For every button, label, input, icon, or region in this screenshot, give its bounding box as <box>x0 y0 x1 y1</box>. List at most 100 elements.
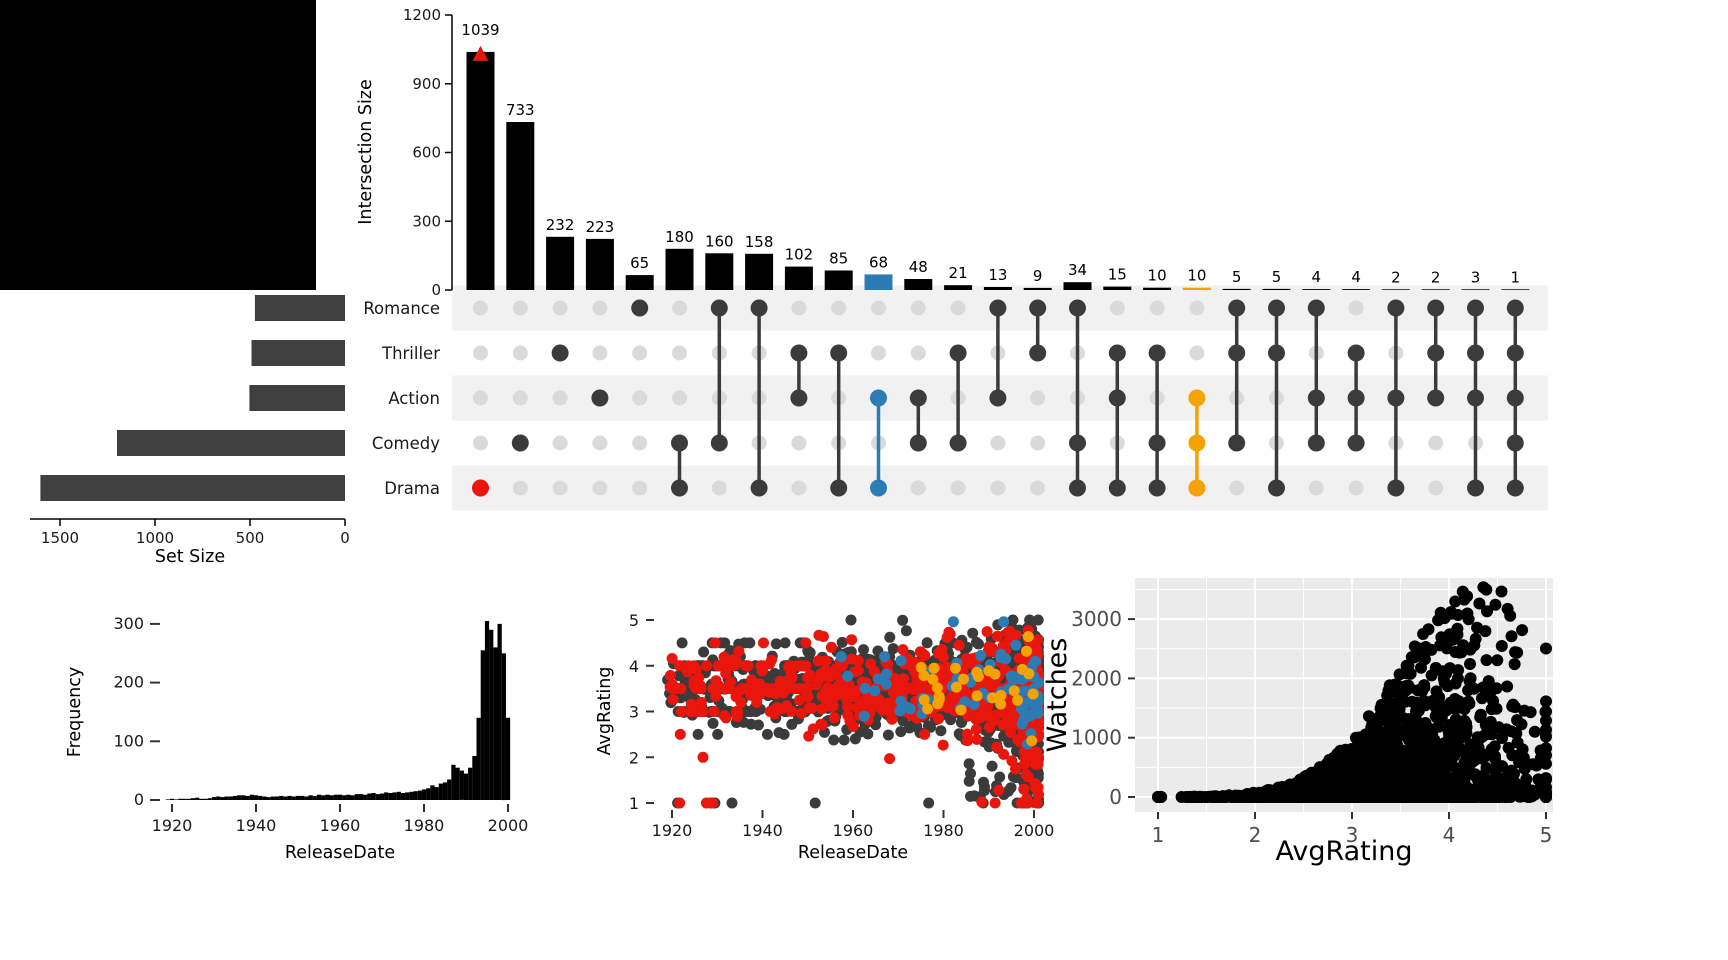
matrix-dot-inactive <box>672 300 687 316</box>
watches-by-avgrating-scatter: 1 2 3 4 5 0 1000 2000 3000 <box>1071 578 1553 847</box>
scatter1-y-tick-label: 1 <box>629 794 639 813</box>
matrix-dot-active <box>830 479 848 497</box>
intersection-value-label: 2 <box>1391 268 1401 286</box>
set-size-bar <box>249 385 345 411</box>
intersection-bar <box>585 238 614 290</box>
intersection-tick-label: 600 <box>412 144 441 162</box>
intersection-value-label: 13 <box>988 266 1007 284</box>
intersection-value-label: 102 <box>785 246 814 264</box>
intersection-value-label: 85 <box>829 250 848 268</box>
matrix-dot-active <box>631 299 649 317</box>
intersection-tick-label: 300 <box>412 212 441 230</box>
matrix-dot-inactive <box>791 435 807 451</box>
matrix-dot-active <box>870 389 887 407</box>
scatter1-x-tick-label: 2000 <box>1014 821 1055 840</box>
hist-x-tick-label: 1980 <box>404 816 445 835</box>
matrix-dot-active <box>472 479 489 497</box>
matrix-dot-active <box>1268 479 1285 497</box>
scatter1-x-tick-label: 1960 <box>833 821 874 840</box>
intersection-bar <box>546 236 575 290</box>
matrix-dot-inactive <box>552 300 568 316</box>
matrix-dot-active <box>1347 344 1365 362</box>
intersection-tick-label: 900 <box>412 75 441 93</box>
scatter1-x-tick-label: 1980 <box>923 821 964 840</box>
intersection-bar <box>1381 289 1410 290</box>
intersection-value-label: 160 <box>705 232 734 250</box>
matrix-dot-active <box>671 479 688 497</box>
matrix-dot-inactive <box>1189 300 1205 316</box>
matrix-dot-inactive <box>791 480 807 496</box>
matrix-dot-inactive <box>1428 480 1444 496</box>
hist-x-tick-label: 1920 <box>152 816 193 835</box>
matrix-dot-active <box>1029 344 1047 362</box>
intersection-bar <box>1103 286 1132 290</box>
intersection-value-label: 232 <box>546 216 575 234</box>
matrix-dot-inactive <box>950 480 966 496</box>
matrix-dot-active <box>1029 299 1047 317</box>
matrix-dot-inactive <box>592 435 608 451</box>
matrix-dot-active <box>949 434 967 452</box>
matrix-dot-active <box>1427 389 1445 407</box>
matrix-dot-inactive <box>473 345 488 361</box>
intersection-bar <box>983 287 1012 290</box>
matrix-dot-inactive <box>1109 300 1125 316</box>
scatter2-y-axis-label: Watches <box>1042 638 1073 753</box>
intersection-bar <box>1421 289 1450 290</box>
matrix-dot-active <box>1506 299 1524 317</box>
matrix-dot-inactive <box>512 345 528 361</box>
matrix-dot-inactive <box>871 300 886 316</box>
intersection-bar <box>1222 288 1251 290</box>
intersection-value-label: 5 <box>1272 268 1282 286</box>
matrix-dot-active <box>1268 344 1285 362</box>
matrix-dot-inactive <box>871 345 886 361</box>
hist-x-tick-label: 1940 <box>236 816 277 835</box>
intersection-bar <box>1302 289 1331 290</box>
matrix-dot-inactive <box>1030 480 1046 496</box>
avgrating-by-releasedate-scatter: 1 2 3 4 5 1920 1940 1960 1980 2000 <box>629 611 1055 840</box>
matrix-dot-active <box>511 434 529 452</box>
matrix-dot-inactive <box>592 480 608 496</box>
intersection-value-label: 21 <box>949 264 968 282</box>
intersection-bar <box>1143 287 1172 290</box>
set-size-bar <box>254 295 345 321</box>
matrix-dot-active <box>1108 389 1126 407</box>
matrix-dot-active <box>1506 389 1524 407</box>
intersection-value-label: 733 <box>506 101 535 119</box>
scatter1-y-tick-label: 2 <box>629 748 639 767</box>
scatter2-x-tick-label: 5 <box>1540 823 1553 847</box>
matrix-dot-inactive <box>1030 390 1046 406</box>
matrix-dot-active <box>1268 299 1285 317</box>
scatter2-x-tick-label: 2 <box>1249 823 1262 847</box>
matrix-dot-active <box>1427 299 1445 317</box>
matrix-dot-active <box>1108 479 1126 497</box>
scatter-points-action-drama-query <box>835 616 1044 750</box>
matrix-dot-inactive <box>632 345 648 361</box>
matrix-dot-inactive <box>1030 435 1046 451</box>
matrix-dot-active <box>1148 434 1166 452</box>
matrix-dot-inactive <box>512 390 528 406</box>
intersection-bar <box>625 275 654 290</box>
matrix-dot-active <box>989 389 1007 407</box>
intersection-bar <box>1023 287 1052 290</box>
matrix-dot-inactive <box>592 300 608 316</box>
matrix-dot-inactive <box>950 300 966 316</box>
matrix-dot-inactive <box>473 390 488 406</box>
matrix-dot-active <box>1467 479 1484 497</box>
intersection-value-label: 5 <box>1232 268 1242 286</box>
scatter2-y-tick-label: 3000 <box>1071 607 1122 631</box>
intersection-bar <box>1342 289 1371 290</box>
matrix-dot-inactive <box>1428 435 1444 451</box>
intersection-value-label: 1039 <box>461 21 499 39</box>
histogram-bars <box>165 621 511 801</box>
scatter2-x-tick-label: 3 <box>1346 823 1359 847</box>
matrix-dot-inactive <box>910 345 926 361</box>
set-size-axis-label: Set Size <box>155 547 225 567</box>
set-size-tick-label: 0 <box>340 529 350 547</box>
matrix-dot-active <box>790 389 808 407</box>
set-size-tick-label: 500 <box>236 529 265 547</box>
matrix-dot-active <box>1228 434 1246 452</box>
hist-y-tick-label: 100 <box>113 731 144 750</box>
set-size-bar <box>117 430 345 456</box>
